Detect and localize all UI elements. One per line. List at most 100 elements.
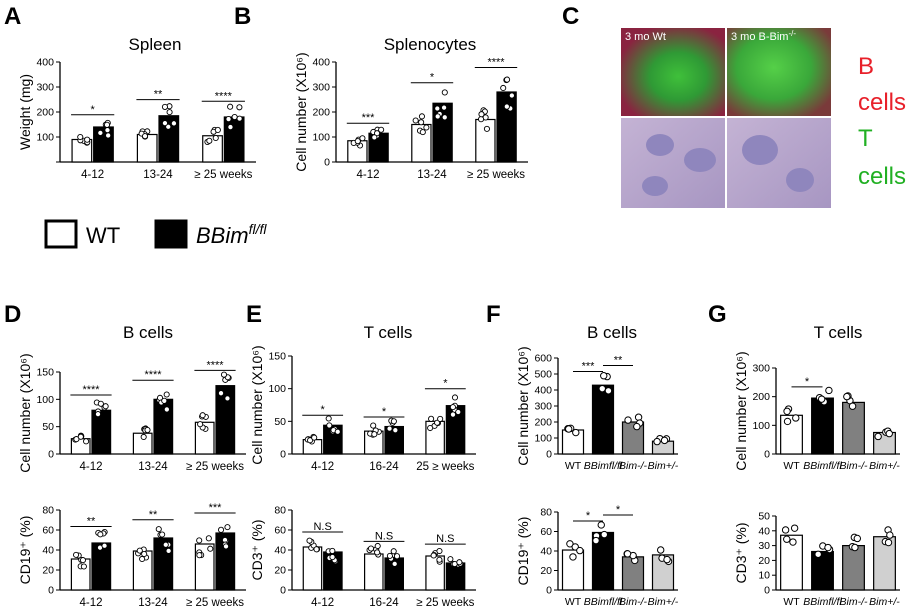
data-point: [434, 105, 441, 112]
legend: WT BBimfl/fl: [44, 219, 267, 249]
bar: [621, 421, 645, 455]
significance-label: **: [87, 516, 96, 528]
data-point: [783, 535, 791, 543]
micrograph-side-label: cells: [858, 89, 906, 116]
y-axis-label: CD19⁺ (%): [17, 516, 33, 585]
y-tick-label: 60: [274, 525, 286, 537]
significance-label: N.S: [313, 521, 331, 533]
y-tick-label: 50: [758, 511, 770, 523]
micrograph-label-ko: 3 mo B-Bim-/-: [731, 29, 796, 43]
significance-label: **: [614, 354, 623, 366]
x-tick-label: 4-12: [81, 169, 104, 181]
data-point: [386, 425, 393, 432]
data-point: [789, 538, 797, 546]
y-tick-label: 40: [540, 546, 552, 558]
y-tick-label: 30: [758, 540, 770, 552]
bar: [158, 115, 180, 163]
data-point: [572, 428, 580, 437]
x-tick-label: Bim+/-: [648, 460, 679, 472]
data-point: [199, 412, 206, 419]
data-point: [598, 384, 606, 393]
data-point: [334, 428, 341, 435]
data-point: [378, 126, 385, 133]
significance-label: ****: [215, 90, 233, 102]
data-point: [660, 436, 669, 445]
data-point: [162, 541, 169, 548]
y-tick-label: 40: [42, 545, 54, 557]
data-point: [418, 113, 425, 120]
y-tick-label: 60: [42, 525, 54, 537]
data-point: [634, 413, 643, 421]
data-point: [313, 546, 320, 553]
data-point: [853, 534, 862, 543]
data-point: [231, 113, 238, 121]
data-point: [359, 135, 366, 142]
x-tick-label: 16-24: [369, 597, 399, 609]
bar: [223, 116, 245, 163]
panel-label-e: E: [246, 301, 262, 328]
y-tick-label: 300: [752, 363, 770, 375]
data-point: [392, 427, 399, 434]
data-point: [329, 547, 336, 554]
micrograph-side-label: cells: [858, 163, 906, 190]
micrograph-wt-fluorescence: [621, 28, 725, 116]
significance-label: ***: [582, 360, 596, 372]
y-tick-label: 200: [534, 417, 552, 429]
y-tick-label: 300: [534, 401, 552, 413]
y-tick-label: 100: [312, 132, 330, 144]
significance-label: *: [382, 406, 387, 418]
data-point: [447, 556, 454, 563]
y-axis-label: CD3⁺ (%): [733, 522, 749, 583]
data-point: [329, 554, 336, 561]
x-tick-label: Bim-/-: [619, 460, 647, 472]
significance-label: ****: [487, 57, 505, 69]
significance-label: ****: [82, 384, 100, 396]
data-point: [101, 542, 108, 549]
chart-e-bottom: 0 20 40 60 80 CD3⁺ (%) 4-12 N.S 16-24 N.S ≥ 25 wee…: [249, 505, 476, 609]
data-point: [217, 390, 225, 397]
data-point: [478, 116, 485, 123]
data-point: [423, 124, 430, 131]
significance-label: *: [321, 404, 326, 416]
data-point: [449, 411, 457, 418]
data-point: [600, 530, 608, 539]
y-tick-label: 200: [36, 107, 54, 119]
y-tick-label: 100: [534, 433, 552, 445]
x-tick-label: 16-24: [369, 461, 399, 473]
significance-label: *: [616, 504, 621, 516]
data-point: [886, 531, 894, 539]
legend-swatch-wt: [44, 219, 78, 249]
data-point: [437, 415, 444, 422]
data-point: [225, 116, 232, 123]
data-point: [370, 422, 377, 429]
y-tick-label: 50: [42, 421, 54, 433]
data-point: [311, 434, 318, 441]
data-point: [371, 431, 378, 438]
significance-label: *: [443, 378, 448, 390]
data-point: [390, 548, 397, 555]
data-point: [508, 92, 515, 99]
data-point: [483, 125, 490, 132]
y-tick-label: 40: [274, 545, 286, 557]
data-point: [325, 415, 332, 422]
significance-label: N.S: [436, 533, 454, 545]
data-point: [212, 134, 219, 142]
x-tick-label: WT: [565, 460, 582, 472]
data-point: [141, 133, 149, 140]
y-tick-label: 200: [312, 107, 330, 119]
data-point: [97, 129, 104, 136]
y-axis-label: Cell number (X10⁶): [733, 351, 749, 470]
data-point: [428, 415, 435, 422]
data-point: [633, 422, 641, 431]
y-tick-label: 80: [274, 505, 286, 517]
data-point: [503, 103, 510, 110]
data-point: [792, 414, 800, 422]
y-tick-label: 80: [42, 505, 54, 517]
data-point: [653, 437, 661, 446]
data-point: [592, 536, 600, 545]
y-tick-label: 400: [534, 385, 552, 397]
data-point: [159, 531, 166, 538]
bar: [842, 544, 865, 591]
